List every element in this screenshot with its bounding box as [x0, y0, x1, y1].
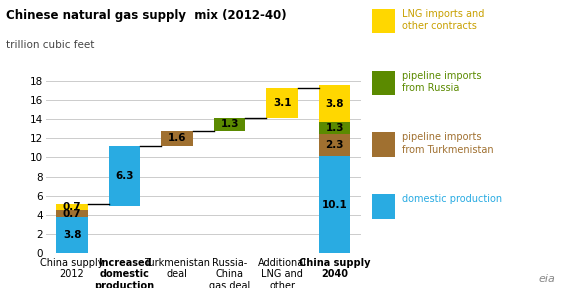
Bar [56, 210, 88, 217]
Bar [266, 88, 298, 118]
Bar [214, 118, 245, 130]
Text: 10.1: 10.1 [322, 200, 348, 210]
Bar [319, 134, 351, 156]
Text: 2.3: 2.3 [325, 141, 344, 150]
Text: 6.3: 6.3 [115, 171, 134, 181]
Text: pipeline imports
from Turkmenistan: pipeline imports from Turkmenistan [402, 132, 494, 155]
Text: domestic production: domestic production [402, 194, 503, 204]
Text: 3.8: 3.8 [63, 230, 81, 240]
Text: pipeline imports
from Russia: pipeline imports from Russia [402, 71, 482, 93]
Text: 0.7: 0.7 [63, 209, 81, 219]
Text: 3.1: 3.1 [273, 98, 292, 108]
Text: 1.3: 1.3 [221, 119, 239, 129]
Text: 0.7: 0.7 [63, 202, 81, 212]
Text: 1.3: 1.3 [325, 123, 344, 133]
Bar [319, 86, 351, 122]
Bar [162, 130, 193, 146]
Bar [56, 217, 88, 253]
Bar [319, 122, 351, 134]
Bar [56, 204, 88, 210]
Text: LNG imports and
other contracts: LNG imports and other contracts [402, 9, 485, 31]
Text: eia: eia [539, 274, 556, 284]
Text: Chinese natural gas supply  mix (2012-40): Chinese natural gas supply mix (2012-40) [6, 9, 286, 22]
Text: 3.8: 3.8 [325, 99, 344, 109]
Bar [319, 156, 351, 253]
Text: trillion cubic feet: trillion cubic feet [6, 40, 94, 50]
Text: 1.6: 1.6 [168, 133, 186, 143]
Bar [109, 146, 140, 206]
